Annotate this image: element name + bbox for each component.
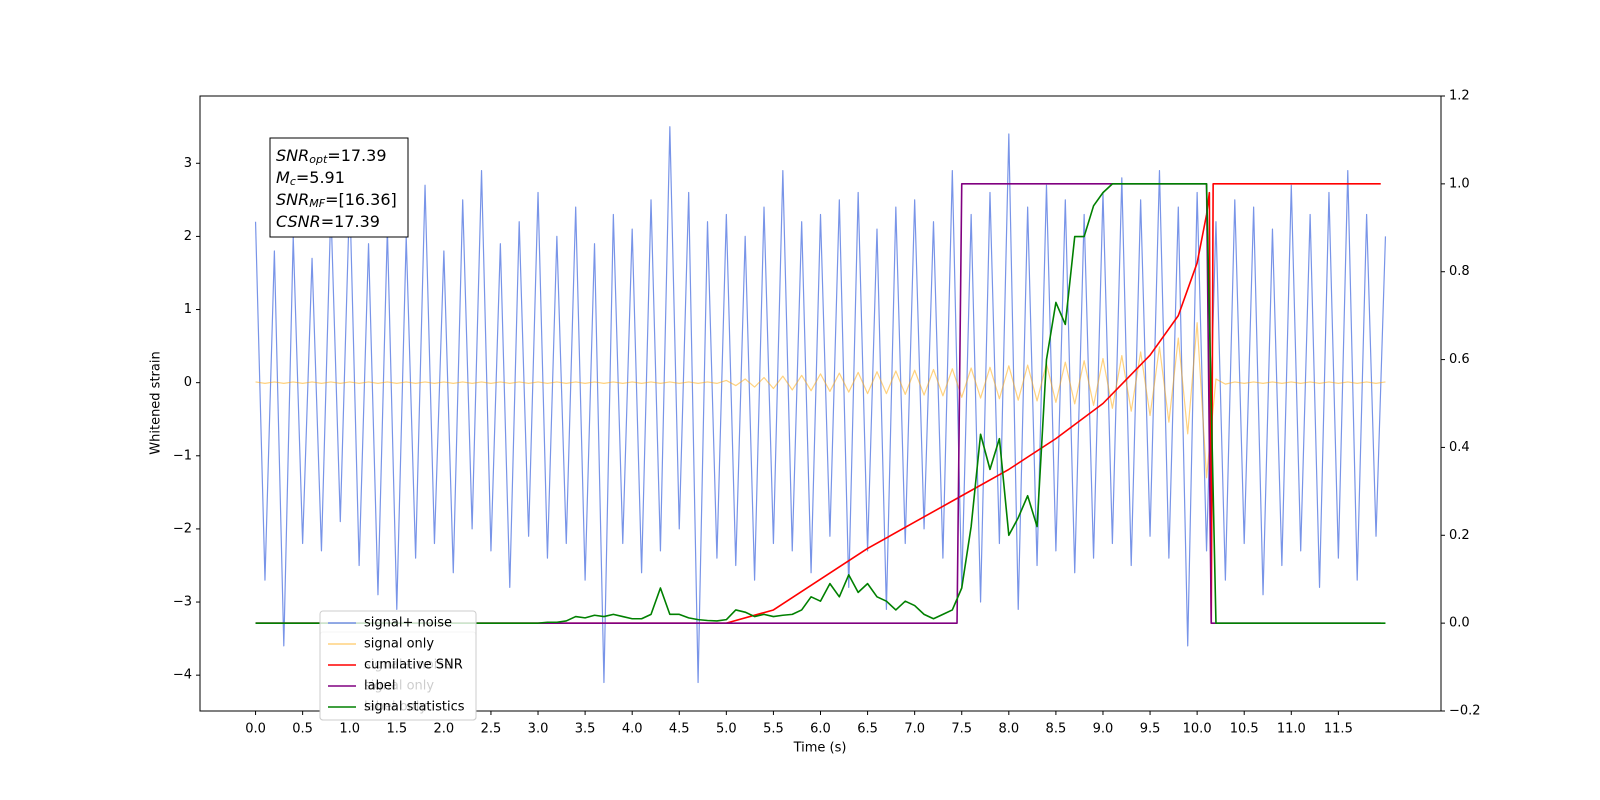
x-tick-label: 7.0 (904, 722, 925, 737)
plot-area (254, 126, 1387, 684)
y-tick-label: 2 (184, 229, 192, 244)
annotation-subscript: opt (309, 153, 328, 166)
x-tick-label: 11.5 (1324, 722, 1353, 737)
x-tick-label: 4.0 (622, 722, 643, 737)
annotation-text: =17.39 (321, 212, 380, 231)
y2-tick-label: 1.2 (1449, 89, 1470, 104)
annotation-symbol: SNR (276, 146, 309, 165)
annotation-box (269, 137, 409, 238)
y-tick-label: 0 (184, 375, 192, 390)
series-line (255, 322, 1386, 479)
legend-label: signal statistics (364, 700, 465, 715)
x-tick-label: 11.0 (1277, 722, 1306, 737)
legend-label: cumilative SNR (364, 658, 463, 673)
x-tick-label: 9.0 (1093, 722, 1114, 737)
x-tick-label: 0.5 (292, 722, 313, 737)
y2-tick-label: −0.2 (1449, 704, 1481, 719)
y2-tick-label: 0.4 (1449, 440, 1470, 455)
x-tick-label: 9.5 (1140, 722, 1161, 737)
y2-tick-label: 0.0 (1449, 616, 1470, 631)
y2-tick-label: 0.8 (1449, 264, 1470, 279)
x-tick-label: 3.0 (528, 722, 549, 737)
annotation-symbol: CSNR (276, 212, 321, 231)
series-line (255, 183, 1386, 624)
x-tick-label: 5.5 (763, 722, 784, 737)
annotation-text: =[16.36] (325, 190, 397, 209)
annotation-subscript: MF (309, 197, 325, 210)
y2-tick-label: 1.0 (1449, 176, 1470, 191)
annotation-line: SNRopt=17.39 (276, 146, 387, 167)
annotation-line: CSNR=17.39 (276, 212, 380, 231)
x-tick-label: 0.0 (245, 722, 266, 737)
annotation-text: =5.91 (296, 168, 345, 187)
x-tick-label: 2.5 (481, 722, 502, 737)
legend-box (319, 610, 477, 721)
x-tick-label: 6.0 (810, 722, 831, 737)
y2-tick-label: 0.6 (1449, 352, 1470, 367)
annotation-symbol: SNR (276, 190, 309, 209)
x-tick-label: 4.5 (669, 722, 690, 737)
annotation-line: SNRMF=[16.36] (276, 190, 397, 211)
y-tick-label: 1 (184, 302, 192, 317)
y-tick-label: −2 (173, 521, 192, 536)
x-tick-label: 10.5 (1230, 722, 1259, 737)
y-tick-label: −3 (173, 595, 192, 610)
x-tick-label: 7.5 (951, 722, 972, 737)
y2-tick-label: 0.2 (1449, 528, 1470, 543)
y-tick-label: −1 (173, 448, 192, 463)
legend-label: label (364, 679, 395, 694)
x-tick-label: 8.5 (1046, 722, 1067, 737)
legend-label: signal+ noise (364, 616, 452, 631)
series-line (255, 183, 1381, 624)
x-tick-label: 2.0 (434, 722, 455, 737)
annotation-text: =17.39 (327, 146, 386, 165)
series-line (254, 126, 1387, 684)
annotation-symbol: M (276, 168, 290, 187)
x-tick-label: 1.5 (386, 722, 407, 737)
y-tick-label: −4 (173, 668, 192, 683)
legend-label: signal only (364, 637, 434, 652)
x-tick-label: 8.0 (998, 722, 1019, 737)
y-axis-label: Whitened strain (149, 351, 164, 454)
x-tick-label: 5.0 (716, 722, 737, 737)
annotation-line: Mc=5.91 (276, 168, 345, 189)
x-tick-label: 3.5 (575, 722, 596, 737)
x-tick-label: 10.0 (1183, 722, 1212, 737)
y-tick-label: 3 (184, 156, 192, 171)
x-tick-label: 1.0 (339, 722, 360, 737)
x-axis-label: Time (s) (793, 741, 847, 756)
annotation-subscript: c (290, 175, 296, 188)
x-tick-label: 6.5 (857, 722, 878, 737)
